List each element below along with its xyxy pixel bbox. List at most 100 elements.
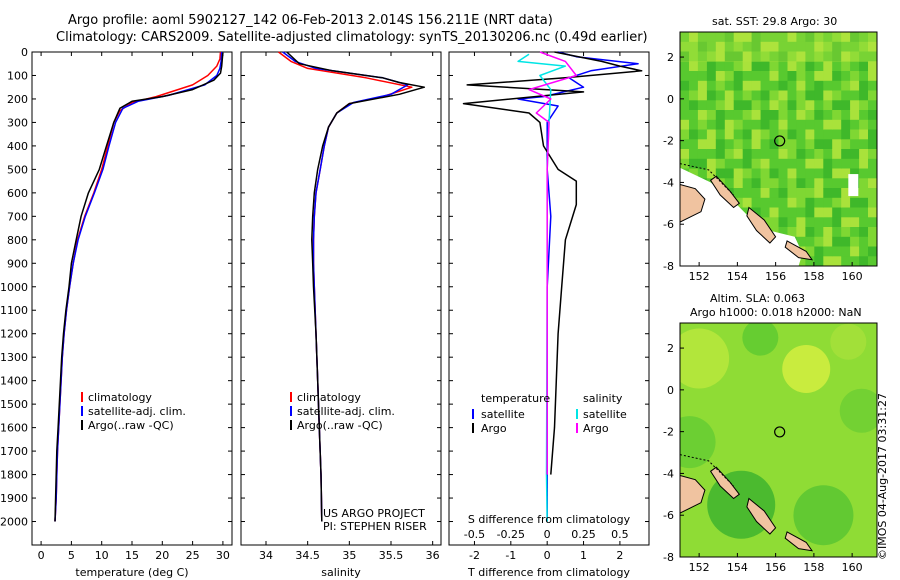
sst-map-cell	[706, 90, 717, 101]
sst-map-cell	[832, 236, 842, 248]
sst-map-cell	[814, 227, 824, 238]
sst-map-cell	[814, 110, 824, 121]
sst-map-cell	[841, 207, 851, 218]
sst-map-cell	[841, 188, 851, 199]
sst-map-cell	[706, 158, 717, 170]
sst-map-cell	[769, 110, 779, 121]
depth-tick-label: 1900	[0, 492, 28, 505]
sst-map-cell	[778, 158, 788, 170]
sst-map-cell	[805, 158, 815, 170]
sst-map-cell	[832, 110, 842, 121]
sst-map-cell	[805, 217, 815, 228]
sst-map-cell	[868, 168, 877, 179]
sla-map-land-island	[784, 531, 814, 552]
sst-map-cell	[823, 217, 833, 228]
sst-map-cell	[680, 61, 690, 72]
sst-map-cell	[850, 149, 860, 160]
sst-map-cell	[697, 119, 708, 131]
sst-map-cell	[680, 139, 690, 150]
sst-map-cell	[733, 100, 744, 111]
depth-tick-label: 1600	[0, 422, 28, 435]
sst-map-cell	[706, 51, 717, 62]
depth-tick-label: 400	[7, 140, 28, 153]
sst-map-cell	[823, 168, 833, 179]
sst-map-cell	[850, 256, 860, 266]
sst-map-cell	[751, 100, 762, 111]
sst-map-cell	[841, 90, 851, 101]
salinity-x-tick-label: 35.5	[379, 549, 404, 562]
sst-map-cell	[832, 139, 842, 150]
sst-map-cell	[805, 227, 815, 238]
sst-map-cell	[689, 139, 699, 150]
sst-map-cell	[724, 90, 735, 101]
sst-map-cell	[715, 90, 726, 101]
sst-map-cell	[850, 227, 860, 238]
difference-x-tick-label-top: -0.25	[497, 528, 525, 541]
sst-map-cell	[805, 100, 815, 111]
sst-map-cell	[733, 51, 744, 62]
sst-map-cell	[823, 129, 833, 140]
difference-x-axis-label-top: S difference from climatology	[468, 513, 631, 526]
credit-line-2: PI: STEPHEN RISER	[323, 520, 427, 533]
sst-map-cell	[796, 188, 806, 199]
sla-map-lat-tick-label: -6	[663, 509, 674, 522]
sst-map-cell	[697, 71, 708, 82]
sst-map-cell	[778, 227, 788, 238]
sst-map-cell	[787, 217, 797, 228]
sst-map-lat-tick-label: -6	[663, 218, 674, 231]
sla-map-anomaly-blob	[793, 485, 854, 546]
sst-map-cell	[814, 168, 824, 179]
sst-map-cell	[859, 158, 869, 170]
sst-map-cell	[868, 119, 877, 131]
sst-map-cell	[742, 168, 753, 179]
sst-map-cell	[787, 158, 797, 170]
sst-map-cell	[805, 246, 815, 257]
depth-tick-label: 1400	[0, 375, 28, 388]
depth-tick-label: 1200	[0, 328, 28, 341]
sst-map-cell	[760, 41, 771, 53]
sla-map-frame	[679, 322, 878, 558]
sst-map-cell	[868, 188, 877, 199]
sst-map-cell	[769, 149, 779, 160]
sst-map-cell	[841, 129, 851, 140]
sst-map-cell	[715, 158, 726, 170]
sla-map-lon-tick-label: 160	[842, 561, 863, 574]
sst-map-cell	[859, 51, 869, 62]
depth-tick-label: 1100	[0, 304, 28, 317]
sst-map-cell	[841, 149, 851, 160]
sst-map-cell	[868, 32, 877, 43]
sst-map-cell	[814, 71, 824, 82]
sst-map-cell	[697, 100, 708, 111]
sst-map-lat-tick-label: -4	[663, 176, 674, 189]
sst-map-cell	[841, 71, 851, 82]
sst-map-cell	[760, 139, 771, 150]
sst-map-cell	[805, 197, 815, 209]
sst-map-cell	[859, 246, 869, 257]
sst-map-cell	[832, 197, 842, 209]
sst-map-cell	[814, 80, 824, 92]
sst-map-lat-tick-label: -2	[663, 135, 674, 148]
sst-map-cell	[724, 168, 735, 179]
sst-map-cell	[868, 158, 877, 170]
sst-map-cell	[859, 168, 869, 179]
sst-map-cell	[680, 129, 690, 140]
sst-map-cell	[689, 71, 699, 82]
sst-map-cell	[841, 61, 851, 72]
sst-map-cell	[760, 71, 771, 82]
sst-map-cell	[805, 236, 815, 248]
sst-map-cell	[680, 80, 690, 92]
sst-map-cell	[859, 129, 869, 140]
sst-map-cell	[769, 197, 779, 209]
sst-map-cell	[805, 71, 815, 82]
sst-map-warm-band	[680, 32, 877, 62]
sst-map-cell	[697, 90, 708, 101]
sst-map-cell	[787, 51, 797, 62]
sst-map-cell	[769, 32, 779, 43]
sst-map-cell	[823, 80, 833, 92]
sst-map-cell	[689, 110, 699, 121]
sst-map-cell	[778, 168, 788, 179]
difference-legend-sal-label: satellite	[583, 408, 627, 421]
sst-map-cell	[850, 158, 860, 170]
sst-map-cell	[742, 188, 753, 199]
difference-x-tick-label-top: 0.5	[611, 528, 629, 541]
